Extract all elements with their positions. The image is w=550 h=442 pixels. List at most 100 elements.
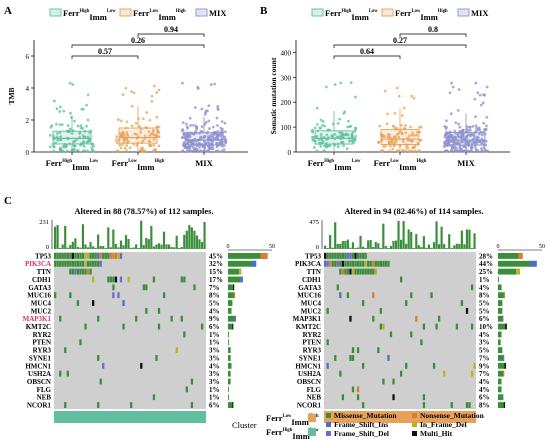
data-point bbox=[223, 130, 227, 134]
data-point bbox=[192, 149, 195, 153]
comparison-bracket bbox=[333, 44, 467, 48]
group-label-base: Ferr bbox=[325, 8, 342, 18]
freq-axis-label: 50 bbox=[539, 244, 545, 250]
data-point bbox=[470, 149, 474, 153]
data-point bbox=[393, 112, 397, 115]
data-point bbox=[209, 83, 213, 87]
data-point bbox=[456, 134, 460, 138]
mutation-cell bbox=[356, 394, 360, 401]
mutation-cell bbox=[364, 268, 367, 275]
group-label-base: Ferr bbox=[395, 8, 412, 18]
tmb-bar bbox=[64, 225, 67, 249]
tmb-bar bbox=[137, 247, 140, 249]
mutation-cell bbox=[432, 362, 436, 369]
tmb-bar bbox=[460, 230, 463, 249]
data-point bbox=[62, 145, 66, 149]
data-point bbox=[206, 149, 210, 153]
tmb-bar bbox=[170, 247, 173, 249]
mutation-cell bbox=[405, 362, 408, 369]
cluster-legend-title: Cluster bbox=[232, 420, 257, 430]
mutation-cell bbox=[99, 260, 102, 267]
gene-percent: 28% bbox=[479, 252, 493, 260]
mutation-cell bbox=[351, 355, 355, 361]
mutation-cell bbox=[354, 268, 357, 275]
tmb-bar bbox=[104, 247, 107, 249]
data-point bbox=[181, 121, 185, 124]
legend-key bbox=[457, 8, 470, 17]
mutation-cell bbox=[346, 292, 350, 299]
gene-frequency-bar-segment bbox=[232, 323, 234, 330]
data-point bbox=[125, 130, 129, 134]
gene-label: PIK3CA bbox=[25, 260, 51, 268]
data-point bbox=[310, 135, 314, 139]
mutation-cell bbox=[460, 300, 464, 306]
group-label-base: MIX bbox=[457, 158, 475, 168]
mutation-cell bbox=[94, 260, 97, 267]
tmb-bar bbox=[450, 247, 453, 249]
data-point bbox=[76, 148, 80, 152]
data-point bbox=[391, 147, 395, 151]
data-point bbox=[401, 149, 405, 153]
data-point bbox=[383, 89, 387, 93]
gene-label: MUC16 bbox=[297, 292, 321, 300]
gene-frequency-bar-segment bbox=[251, 260, 257, 267]
mutation-cell bbox=[59, 315, 62, 322]
data-point bbox=[465, 135, 469, 138]
mutation-cell bbox=[336, 284, 339, 291]
gene-frequency-bar bbox=[228, 260, 257, 267]
mutation-cell bbox=[470, 284, 474, 291]
gene-frequency-bar bbox=[498, 370, 505, 377]
data-point bbox=[215, 116, 219, 120]
data-point bbox=[484, 139, 488, 143]
gene-label: OBSCN bbox=[27, 378, 51, 386]
data-point bbox=[450, 145, 454, 149]
gene-frequency-bar bbox=[228, 300, 233, 306]
tmb-max-label: 231 bbox=[39, 219, 49, 226]
data-point bbox=[415, 133, 419, 137]
tmb-bar bbox=[400, 239, 403, 249]
data-point bbox=[341, 133, 345, 136]
mutation-cell bbox=[79, 339, 82, 346]
tmb-bar bbox=[359, 235, 362, 249]
data-point bbox=[464, 141, 468, 145]
y-axis-label: TMB bbox=[7, 87, 16, 104]
tmb-bar bbox=[117, 247, 120, 249]
gene-label: NCOR1 bbox=[27, 402, 52, 410]
gene-label: USH2A bbox=[298, 370, 321, 378]
mutation-cell bbox=[346, 268, 350, 275]
tmb-bar bbox=[190, 227, 193, 249]
data-point bbox=[410, 94, 414, 98]
legend-label: FerrLowImmHigh bbox=[395, 8, 448, 22]
mutation-cell bbox=[410, 292, 413, 299]
data-point bbox=[116, 149, 120, 153]
tmb-bar bbox=[147, 239, 150, 249]
mutation-cell bbox=[180, 276, 183, 283]
mutation-cell bbox=[112, 284, 115, 291]
mutation-cell bbox=[69, 292, 72, 299]
data-point bbox=[395, 86, 399, 90]
data-point bbox=[224, 138, 228, 142]
tmb-bar bbox=[468, 229, 471, 249]
gene-label: HMCN1 bbox=[295, 362, 321, 370]
data-point bbox=[190, 141, 194, 145]
data-point bbox=[311, 138, 315, 142]
mutation-cell bbox=[349, 315, 352, 322]
data-point bbox=[323, 124, 327, 128]
data-point bbox=[182, 144, 186, 148]
data-point bbox=[376, 141, 380, 144]
mutation-cell bbox=[122, 323, 125, 330]
tmb-bar bbox=[405, 243, 408, 249]
mutation-cell bbox=[351, 268, 355, 275]
group-label-sup1: Low bbox=[390, 159, 399, 164]
data-point bbox=[71, 140, 75, 144]
mutation-cell bbox=[162, 292, 166, 299]
mutation-cell bbox=[415, 315, 418, 322]
data-point bbox=[348, 139, 351, 143]
data-point bbox=[344, 133, 348, 137]
data-point bbox=[184, 122, 188, 126]
data-point bbox=[354, 95, 357, 99]
gene-label: MUC4 bbox=[301, 299, 322, 307]
data-point bbox=[121, 93, 125, 97]
data-point bbox=[320, 138, 324, 142]
data-point bbox=[331, 122, 335, 126]
